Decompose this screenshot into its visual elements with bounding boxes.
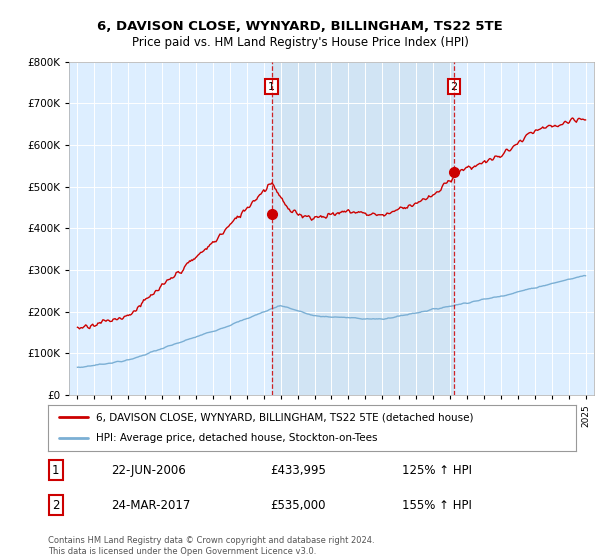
Text: Contains HM Land Registry data © Crown copyright and database right 2024.
This d: Contains HM Land Registry data © Crown c… bbox=[48, 536, 374, 556]
Text: 2: 2 bbox=[52, 498, 59, 511]
Text: 6, DAVISON CLOSE, WYNYARD, BILLINGHAM, TS22 5TE (detached house): 6, DAVISON CLOSE, WYNYARD, BILLINGHAM, T… bbox=[95, 412, 473, 422]
Text: 155% ↑ HPI: 155% ↑ HPI bbox=[402, 498, 472, 511]
Text: 125% ↑ HPI: 125% ↑ HPI bbox=[402, 464, 472, 477]
Text: 6, DAVISON CLOSE, WYNYARD, BILLINGHAM, TS22 5TE: 6, DAVISON CLOSE, WYNYARD, BILLINGHAM, T… bbox=[97, 20, 503, 32]
Text: £433,995: £433,995 bbox=[270, 464, 326, 477]
Text: 1: 1 bbox=[268, 82, 275, 92]
Bar bbox=[272, 62, 454, 395]
Text: 1: 1 bbox=[52, 464, 59, 477]
Text: 2: 2 bbox=[451, 82, 458, 92]
Text: Price paid vs. HM Land Registry's House Price Index (HPI): Price paid vs. HM Land Registry's House … bbox=[131, 36, 469, 49]
Text: £535,000: £535,000 bbox=[270, 498, 325, 511]
Text: 24-MAR-2017: 24-MAR-2017 bbox=[112, 498, 191, 511]
Text: 22-JUN-2006: 22-JUN-2006 bbox=[112, 464, 186, 477]
Text: HPI: Average price, detached house, Stockton-on-Tees: HPI: Average price, detached house, Stoc… bbox=[95, 433, 377, 444]
